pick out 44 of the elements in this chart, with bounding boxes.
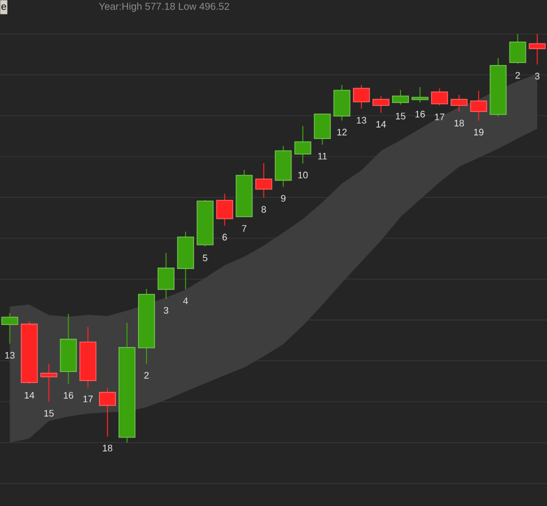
- candlestick: [392, 89, 409, 106]
- text: 2: [144, 372, 149, 379]
- candlestick: [40, 363, 58, 402]
- candlestick: [412, 86, 428, 104]
- candlestick: [528, 33, 546, 66]
- text: Year:High 577.18 Low 496.52: [98, 2, 230, 12]
- text: 2: [516, 72, 520, 79]
- candlestick: [431, 88, 448, 106]
- text: 3: [534, 72, 540, 80]
- text: 12: [337, 128, 347, 136]
- text: 9: [281, 194, 286, 202]
- candlestick: [509, 33, 526, 64]
- text: 8: [262, 206, 266, 213]
- candlestick: [216, 193, 234, 226]
- text: 14: [24, 392, 34, 398]
- text: 17: [83, 396, 93, 402]
- candlestick: [294, 125, 312, 164]
- text: 15: [396, 112, 406, 120]
- text: 13: [356, 116, 366, 124]
- text: 3: [164, 306, 168, 314]
- text: 18: [454, 120, 464, 126]
- text: 15: [44, 410, 54, 417]
- candlestick: [98, 387, 116, 438]
- candlestick: [255, 162, 272, 198]
- text: 17: [435, 114, 444, 120]
- candlestick: [372, 96, 390, 114]
- text: 16: [64, 392, 74, 399]
- text: 7: [242, 225, 246, 232]
- text: e: [1, 4, 6, 10]
- text: 14: [376, 121, 386, 128]
- text: 18: [102, 444, 112, 452]
- text: 13: [5, 352, 15, 359]
- text: 19: [474, 128, 484, 136]
- candlestick: [470, 90, 488, 122]
- text: 11: [318, 152, 327, 160]
- text: 16: [415, 110, 425, 118]
- text: 6: [222, 234, 227, 241]
- candlestick: [352, 84, 370, 110]
- text: 5: [202, 254, 208, 262]
- candlestick: [450, 94, 468, 112]
- candlestick: [158, 252, 175, 300]
- text: 4: [183, 298, 188, 304]
- candlestick: [1, 312, 18, 344]
- text: 10: [298, 172, 308, 178]
